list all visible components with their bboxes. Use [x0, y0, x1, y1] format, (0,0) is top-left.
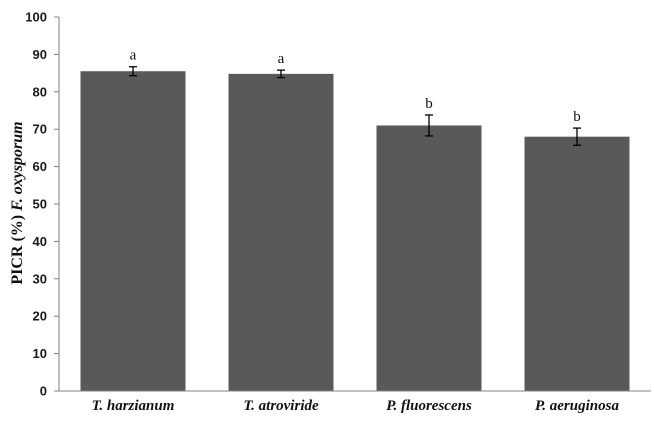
y-tick-label: 40 [33, 234, 47, 249]
significance-letter: a [130, 48, 137, 64]
y-tick-label: 100 [25, 10, 47, 25]
bar [376, 125, 482, 392]
y-axis-label-organism: F. oxysporum [9, 121, 26, 212]
y-tick-label: 30 [33, 271, 47, 286]
significance-letter: a [278, 51, 285, 67]
significance-letter: b [573, 109, 581, 125]
category-labels: T. harzianum T. atroviride P. fluorescens P… [92, 398, 620, 414]
bar [228, 73, 334, 392]
y-tick-label: 90 [33, 47, 47, 62]
y-tick-label: 60 [33, 159, 47, 174]
category-label: T. harzianum [92, 398, 175, 414]
bars: a a b b [80, 48, 630, 392]
category-label: T. atroviride [243, 398, 319, 414]
significance-letter: b [425, 96, 433, 112]
category-label: P. fluorescens [386, 398, 472, 414]
y-tick-label: 50 [33, 197, 47, 212]
y-tick-label: 10 [33, 346, 47, 361]
y-tick-label: 0 [40, 384, 47, 399]
y-axis-label: PICR (%) F. oxysporum [9, 121, 26, 284]
y-tick-label: 80 [33, 84, 47, 99]
y-tick-label: 70 [33, 122, 47, 137]
category-label: P. aeruginosa [535, 398, 619, 414]
axes [58, 17, 651, 392]
y-axis-label-prefix: PICR (%) [9, 211, 26, 285]
bar [524, 136, 630, 391]
y-tick-label: 20 [33, 309, 47, 324]
bar [80, 71, 186, 391]
y-axis-ticks: 0 10 20 30 40 50 60 70 80 90 100 [25, 10, 59, 399]
